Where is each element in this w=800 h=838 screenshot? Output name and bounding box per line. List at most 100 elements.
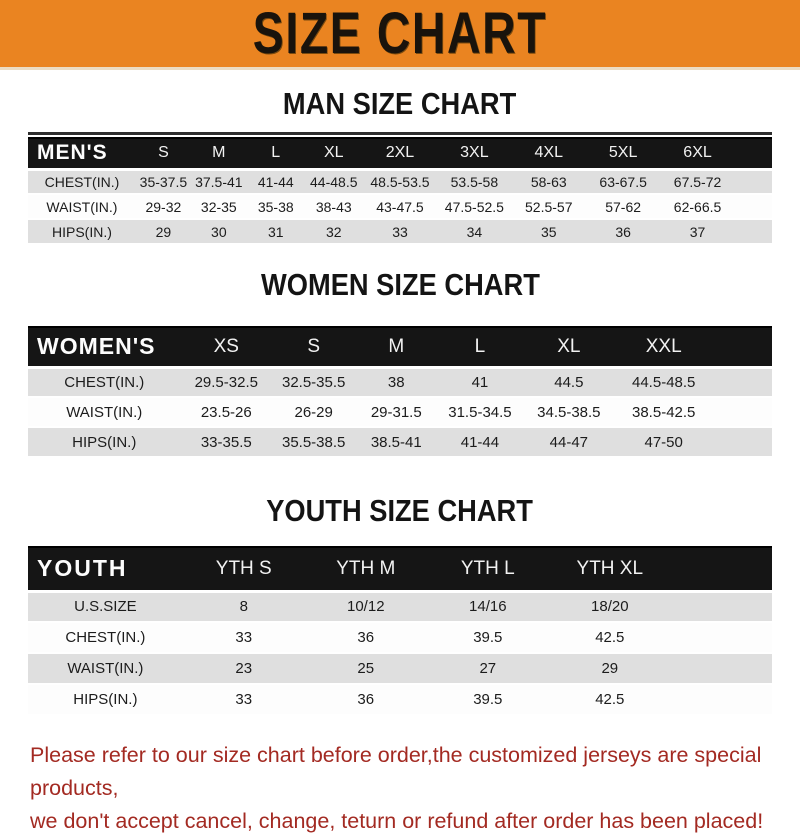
header-spacer-cell [734,137,772,171]
size-value-cell: 38 [387,373,405,391]
row-label: U.S.SIZE [74,598,137,616]
size-column-header: L [437,326,523,369]
measurement-row: WAIST(IN.) 29-32 32-35 35-38 38-43 43-47.5 47.… [28,194,772,219]
size-value-cell: 44-47 [549,433,589,451]
order-policy-note: Please refer to our size chart before or… [30,739,770,838]
women-section-heading: WOMEN SIZE CHART [0,269,800,300]
row-spacer-cell [735,194,772,219]
measurement-row: CHEST(IN.) 29.5-32.5 32.5-35.5 38 41 44.5 44.5… [28,367,772,397]
row-label: WAIST(IN.) [66,403,143,421]
row-label: WAIST(IN.) [46,198,118,215]
size-value-cell: 38.5-41 [370,433,422,451]
row-spacer-cell [735,219,772,244]
size-value-cell: 23.5-26 [200,403,252,421]
size-value-cell: 44-48.5 [310,173,358,190]
men-table-top-rule [28,132,772,137]
youth-size-table: YOUTH YTH S YTH M YTH L YTH XL U.S.SIZE 8 10/12… [28,546,772,716]
row-spacer-cell [712,427,772,457]
size-value-cell: 34 [466,223,483,240]
order-policy-line-1: Please refer to our size chart before or… [30,743,762,800]
size-value-cell: 38.5-42.5 [632,403,696,421]
youth-section-heading-text: YOUTH SIZE CHART [266,493,534,528]
measurement-row: HIPS(IN.) 33-35.5 35.5-38.5 38.5-41 41-44 44-… [28,427,772,457]
size-value-cell: 35-37.5 [139,173,188,190]
size-value-cell: 26-29 [294,403,333,421]
size-value-cell: 43-47.5 [376,198,424,215]
measurement-row: WAIST(IN.) 23.5-26 26-29 29-31.5 31.5-34.5 34… [28,397,772,427]
order-policy-line-2: we don't accept cancel, change, teturn o… [30,809,764,833]
size-chart-banner: SIZE CHART [0,0,800,70]
size-value-cell: 41-44 [257,173,294,190]
measurement-row: HIPS(IN.) 29 30 31 32 33 34 35 36 37 [28,219,772,244]
size-header-row: WOMEN'S XS S M L XL XXL [28,326,772,369]
size-header-row: MEN'S S M L XL 2XL 3XL 4XL 5XL 6XL [28,137,772,171]
youth-section-heading: YOUTH SIZE CHART [0,495,800,526]
size-value-cell: 37.5-41 [195,173,243,190]
size-column-header: YTH XL [548,546,671,593]
row-label: CHEST(IN.) [64,373,145,391]
man-section-heading-text: MAN SIZE CHART [283,86,517,121]
size-value-cell: 32 [325,223,342,240]
size-value-cell: 33 [235,629,253,646]
size-value-cell: 14/16 [469,598,507,616]
size-value-cell: 53.5-58 [450,173,499,190]
size-value-cell: 57-62 [605,198,642,215]
banner-title: SIZE CHART [252,0,548,66]
size-value-cell: 30 [211,223,227,240]
men-size-table: MEN'S S M L XL 2XL 3XL 4XL 5XL 6XL CHEST(IN.) 35-37… [28,137,772,245]
size-value-cell: 33 [392,223,408,240]
size-column-header: 6XL [660,137,735,171]
measurement-row: CHEST(IN.) 33 36 39.5 42.5 [28,622,772,653]
size-value-cell: 48.5-53.5 [370,173,430,190]
size-column-header: L [246,137,305,171]
size-column-header: 2XL [362,137,438,171]
measurement-row: U.S.SIZE 8 10/12 14/16 18/20 [28,591,772,622]
size-value-cell: 47-50 [644,433,683,451]
size-value-cell: 36 [357,691,375,708]
size-column-header: S [272,326,356,369]
size-column-header: XXL [614,326,713,369]
size-value-cell: 32.5-35.5 [281,373,346,391]
size-value-cell: 33 [235,691,253,708]
measurement-row: WAIST(IN.) 23 25 27 29 [28,653,772,684]
measurement-row: HIPS(IN.) 33 36 39.5 42.5 [28,684,772,715]
size-column-header: YTH M [304,546,427,593]
header-spacer-cell [670,546,772,593]
row-spacer-cell [671,653,772,684]
size-value-cell: 58-63 [530,173,567,190]
table-corner-label: MEN'S [28,137,136,171]
size-value-cell: 63-67.5 [599,173,647,190]
size-column-header: XL [304,137,363,171]
size-value-cell: 62-66.5 [673,198,722,215]
size-value-cell: 67.5-72 [673,173,722,190]
row-label: HIPS(IN.) [51,223,112,240]
row-spacer-cell [712,367,772,397]
row-label: HIPS(IN.) [73,691,138,708]
row-spacer-cell [735,169,772,194]
size-value-cell: 39.5 [473,629,503,646]
size-value-cell: 39.5 [473,691,503,708]
size-value-cell: 8 [239,598,248,616]
size-column-header: 3XL [437,137,512,171]
size-value-cell: 29-32 [145,198,182,215]
size-value-cell: 31 [267,223,284,240]
size-column-header: YTH L [426,546,549,593]
size-value-cell: 32-35 [200,198,237,215]
man-section-heading: MAN SIZE CHART [0,88,800,119]
size-value-cell: 36 [357,629,375,646]
size-value-cell: 18/20 [591,598,629,616]
size-column-header: M [190,137,247,171]
size-column-header: M [355,326,438,369]
measurement-row: CHEST(IN.) 35-37.5 37.5-41 41-44 44-48.5 48.5… [28,169,772,194]
row-label: CHEST(IN.) [44,173,120,190]
size-value-cell: 35-38 [257,198,294,215]
row-spacer-cell [712,397,772,427]
size-value-cell: 29.5-32.5 [194,373,258,391]
size-value-cell: 34.5-38.5 [537,403,601,421]
size-value-cell: 44.5 [554,373,584,391]
size-value-cell: 29 [601,660,619,677]
size-value-cell: 23 [235,660,253,677]
size-value-cell: 35 [540,223,557,240]
table-corner-label: YOUTH [28,546,183,593]
size-column-header: 5XL [585,137,661,171]
